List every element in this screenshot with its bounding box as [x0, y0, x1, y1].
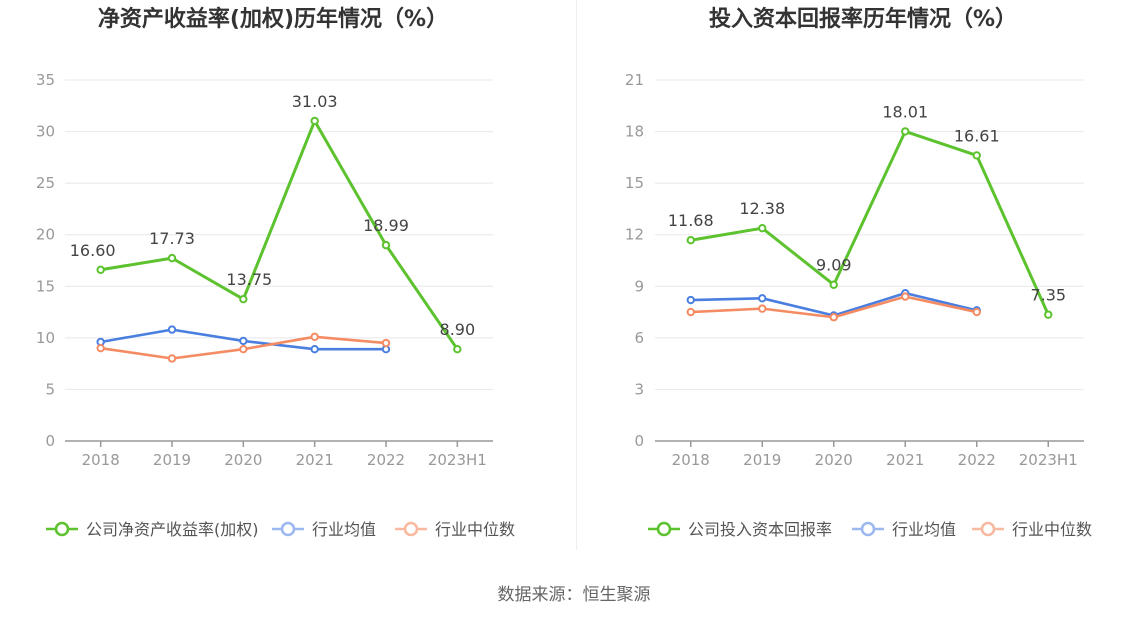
- data-label: 11.68: [668, 211, 714, 230]
- series-line: [690, 129, 1050, 316]
- y-tick-label: 30: [36, 123, 55, 141]
- y-tick-label: 3: [634, 380, 644, 398]
- x-tick-label: 2019: [743, 451, 781, 469]
- x-tick-label: 2019: [153, 451, 191, 469]
- legend-label: 行业均值: [892, 520, 956, 539]
- roic-chart: 投入资本回报率历年情况（%） 0 3 6 9 12 15 18 21 2018 2019 2020 20…: [625, 6, 1092, 539]
- data-point: [1044, 310, 1053, 319]
- data-point: [167, 325, 177, 334]
- data-point: [758, 294, 767, 303]
- data-label: 18.01: [882, 102, 928, 121]
- panel-divider: [576, 0, 577, 550]
- data-label: 9.09: [816, 256, 852, 275]
- y-tick-label: 20: [36, 226, 55, 244]
- x-tick-label: 2018: [82, 451, 120, 469]
- x-tick-label: 2021: [886, 451, 924, 469]
- legend-marker: [403, 521, 419, 537]
- series-line: [100, 119, 459, 351]
- legend-marker: [280, 521, 296, 537]
- y-tick-label: 0: [634, 432, 644, 450]
- y-tick-label: 15: [625, 174, 644, 192]
- y-tick-label: 0: [45, 432, 55, 450]
- x-tick-label: 2018: [672, 451, 710, 469]
- data-label: 16.61: [954, 126, 1000, 145]
- x-tick-label: 2020: [815, 451, 853, 469]
- legend-label: 行业中位数: [435, 520, 515, 539]
- data-source: 数据来源：恒生聚源: [497, 585, 651, 605]
- data-point: [972, 307, 981, 317]
- chart-title: 净资产收益率(加权)历年情况（%）: [98, 6, 448, 32]
- data-point: [972, 151, 981, 160]
- x-tick-label: 2020: [224, 451, 262, 469]
- data-point: [829, 313, 838, 322]
- roe-chart: 净资产收益率(加权)历年情况（%） 0 5 10 15 20 25 30 35 2018 2019 2…: [36, 6, 515, 539]
- y-tick-label: 10: [36, 329, 55, 347]
- data-point: [310, 116, 319, 126]
- data-point: [686, 295, 695, 305]
- legend-label: 行业中位数: [1012, 520, 1092, 539]
- data-label: 18.99: [363, 216, 409, 235]
- data-point: [758, 304, 767, 313]
- y-tick-label: 25: [36, 174, 55, 192]
- data-label: 16.60: [70, 241, 116, 260]
- legend-marker: [980, 521, 996, 537]
- data-label: 7.35: [1030, 286, 1066, 305]
- data-point: [453, 345, 462, 354]
- data-point: [239, 336, 248, 346]
- data-point: [686, 307, 695, 317]
- x-tick-label: 2022: [367, 451, 405, 469]
- data-point: [239, 345, 248, 354]
- data-point: [310, 345, 319, 354]
- y-tick-label: 5: [45, 380, 55, 398]
- chart-title: 投入资本回报率历年情况（%）: [709, 6, 1017, 32]
- data-point: [310, 332, 319, 342]
- data-point: [381, 240, 391, 250]
- y-tick-label: 12: [625, 226, 644, 244]
- data-point: [901, 292, 910, 301]
- y-tick-label: 6: [634, 329, 644, 347]
- data-point: [758, 223, 767, 233]
- legend-marker: [54, 521, 70, 537]
- x-tick-label: 2022: [958, 451, 996, 469]
- data-point: [96, 265, 105, 274]
- y-tick-label: 21: [625, 71, 644, 89]
- data-point: [901, 127, 910, 136]
- y-tick-label: 15: [36, 277, 55, 295]
- x-tick-label: 2023H1: [1019, 451, 1078, 469]
- data-label: 13.75: [226, 270, 272, 289]
- legend-marker: [860, 521, 876, 537]
- data-point: [829, 280, 838, 289]
- data-point: [381, 338, 391, 348]
- data-point: [239, 294, 248, 304]
- data-label: 31.03: [292, 92, 338, 111]
- y-tick-label: 9: [634, 277, 644, 295]
- legend-label: 行业均值: [312, 520, 376, 539]
- legend-label: 公司净资产收益率(加权): [86, 520, 259, 539]
- data-point: [167, 354, 177, 363]
- data-label: 17.73: [149, 229, 195, 248]
- data-label: 8.90: [440, 320, 476, 339]
- data-point: [686, 236, 695, 245]
- data-point: [167, 253, 177, 263]
- data-point: [96, 343, 105, 353]
- x-tick-label: 2023H1: [428, 451, 487, 469]
- y-tick-label: 35: [36, 71, 55, 89]
- y-tick-label: 18: [625, 123, 644, 141]
- x-tick-label: 2021: [296, 451, 334, 469]
- legend-marker: [656, 521, 672, 537]
- legend-label: 公司投入资本回报率: [688, 520, 832, 539]
- data-label: 12.38: [739, 199, 785, 218]
